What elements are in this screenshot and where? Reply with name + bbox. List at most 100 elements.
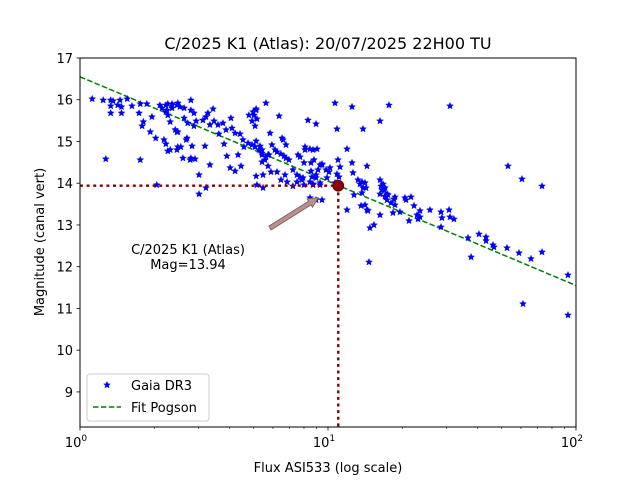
data-point	[273, 167, 281, 176]
data-point	[123, 94, 132, 103]
data-point	[109, 96, 118, 105]
data-point	[349, 168, 357, 177]
data-point	[376, 175, 384, 184]
data-point	[101, 154, 110, 163]
data-point	[180, 113, 189, 122]
data-point	[236, 129, 244, 138]
data-point	[146, 127, 155, 136]
data-point	[314, 165, 322, 174]
data-point	[204, 108, 212, 117]
data-point	[258, 157, 266, 166]
data-point	[226, 113, 235, 122]
data-point	[518, 174, 526, 183]
data-point	[334, 155, 342, 164]
data-point	[205, 120, 214, 129]
data-point	[277, 175, 285, 184]
data-point	[405, 216, 413, 225]
data-point	[326, 163, 334, 172]
data-point	[358, 188, 366, 197]
data-point	[348, 102, 356, 111]
data-point	[331, 98, 339, 107]
data-point	[426, 205, 434, 214]
data-point	[538, 182, 546, 190]
data-point	[162, 106, 171, 114]
data-point	[359, 124, 367, 133]
data-point	[259, 170, 267, 179]
data-point	[228, 124, 236, 132]
y-tick-label: 17	[56, 52, 73, 67]
plot-marks	[79, 76, 577, 427]
data-point	[307, 166, 315, 175]
data-point	[205, 160, 214, 169]
data-point	[390, 194, 398, 203]
x-tick-label: 101	[313, 434, 335, 451]
data-point	[564, 270, 572, 279]
data-point	[239, 135, 247, 144]
legend-star-marker	[103, 380, 111, 389]
data-point	[161, 139, 170, 148]
y-axis: 9 10 11 12 13 14 15 16 17	[56, 52, 80, 401]
data-point	[343, 144, 351, 153]
y-tick-label: 15	[56, 135, 73, 150]
x-tick-label: 100	[65, 434, 88, 451]
data-point	[285, 155, 293, 164]
data-point	[396, 207, 404, 216]
data-point	[370, 220, 378, 229]
data-point	[186, 154, 195, 162]
legend-label-gaia: Gaia DR3	[131, 379, 192, 394]
data-point	[176, 102, 184, 111]
data-point	[437, 207, 445, 216]
data-point	[445, 205, 453, 214]
data-point	[163, 111, 172, 119]
data-point	[138, 121, 147, 130]
x-axis-label: Flux ASI533 (log scale)	[254, 461, 403, 476]
data-point	[384, 190, 392, 199]
data-point	[202, 112, 210, 121]
data-point	[220, 139, 228, 148]
data-point	[304, 116, 312, 124]
data-point	[161, 101, 170, 109]
data-point	[168, 99, 176, 108]
y-tick-label: 11	[56, 302, 73, 317]
data-point	[180, 103, 189, 112]
data-point	[135, 108, 143, 117]
fit-line	[79, 76, 577, 287]
data-point	[361, 200, 369, 209]
data-point	[307, 158, 315, 167]
data-point	[312, 119, 320, 128]
annotation-mag: Mag=13.94	[150, 258, 226, 273]
data-point	[357, 201, 365, 210]
data-point	[151, 134, 160, 142]
data-point	[438, 213, 446, 222]
data-point	[515, 248, 523, 257]
y-tick-label: 10	[56, 344, 73, 359]
data-point	[410, 201, 418, 210]
data-point	[275, 111, 284, 120]
data-point	[361, 178, 369, 187]
data-point	[365, 257, 373, 266]
data-point	[364, 206, 372, 215]
data-point	[234, 150, 243, 159]
data-point	[190, 121, 198, 130]
data-point	[258, 150, 266, 159]
data-point	[407, 192, 415, 201]
data-point	[538, 247, 546, 256]
data-point	[385, 101, 393, 109]
data-point	[283, 177, 292, 186]
y-tick-label: 16	[56, 94, 73, 109]
data-point	[313, 144, 321, 153]
data-point	[333, 124, 341, 133]
data-point	[482, 236, 490, 245]
data-point	[383, 195, 391, 204]
data-point	[564, 311, 572, 319]
data-point	[300, 158, 308, 167]
data-point	[416, 212, 424, 221]
data-point	[166, 117, 175, 126]
data-point	[490, 242, 498, 251]
data-point	[464, 233, 472, 242]
data-point	[266, 129, 274, 137]
data-point	[142, 99, 151, 108]
data-point	[237, 161, 245, 170]
data-point	[416, 206, 424, 215]
